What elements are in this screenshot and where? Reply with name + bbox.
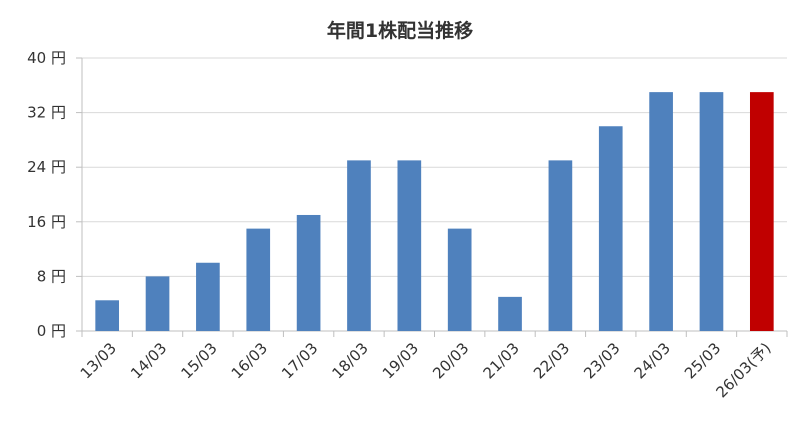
x-tick-label: 23/03 xyxy=(580,339,623,382)
x-tick-label: 20/03 xyxy=(429,339,472,382)
bar-24/03 xyxy=(649,92,673,331)
x-tick-label: 25/03 xyxy=(681,339,724,382)
bar-14/03 xyxy=(145,276,170,331)
x-axis-ticks: 13/03 14/03 15/03 16/03 17/03 18/03 19/03 20/03… xyxy=(77,331,788,401)
bar-22/03 xyxy=(548,160,573,331)
gridlines xyxy=(81,57,787,332)
y-tick-label: 24 円 xyxy=(27,158,66,176)
bar-25/03 xyxy=(699,92,724,331)
bars xyxy=(95,92,774,331)
x-tick-label: 19/03 xyxy=(379,339,422,382)
x-tick-label: 16/03 xyxy=(228,339,271,382)
y-axis-ticks: 0 円 8 円 16 円 24 円 32 円 40 円 xyxy=(27,49,82,340)
y-tick-label: 16 円 xyxy=(27,213,66,231)
bar-17/03 xyxy=(296,214,321,331)
bar-26/03(予) xyxy=(749,92,774,331)
bar-18/03 xyxy=(347,160,371,331)
bar-20/03 xyxy=(447,228,472,331)
y-tick-label: 0 円 xyxy=(37,322,66,340)
bar-23/03 xyxy=(598,126,623,331)
x-tick-label: 13/03 xyxy=(77,339,120,382)
bar-19/03 xyxy=(397,160,422,331)
x-tick-label: 26/03(予) xyxy=(712,339,774,401)
x-tick-label: 21/03 xyxy=(480,339,523,382)
x-tick-label: 14/03 xyxy=(127,339,170,382)
bar-16/03 xyxy=(246,228,271,331)
y-tick-label: 40 円 xyxy=(27,49,66,67)
y-tick-label: 32 円 xyxy=(27,104,66,122)
x-tick-label: 24/03 xyxy=(631,339,674,382)
chart-title: 年間1株配当推移 xyxy=(327,19,473,42)
bar-13/03 xyxy=(95,300,120,331)
y-tick-label: 8 円 xyxy=(37,267,66,285)
bar-21/03 xyxy=(498,296,522,331)
x-tick-label: 18/03 xyxy=(328,339,371,382)
x-tick-label: 22/03 xyxy=(530,339,573,382)
bar-15/03 xyxy=(196,262,220,331)
x-tick-label: 17/03 xyxy=(278,339,321,382)
x-tick-label: 15/03 xyxy=(177,339,220,382)
